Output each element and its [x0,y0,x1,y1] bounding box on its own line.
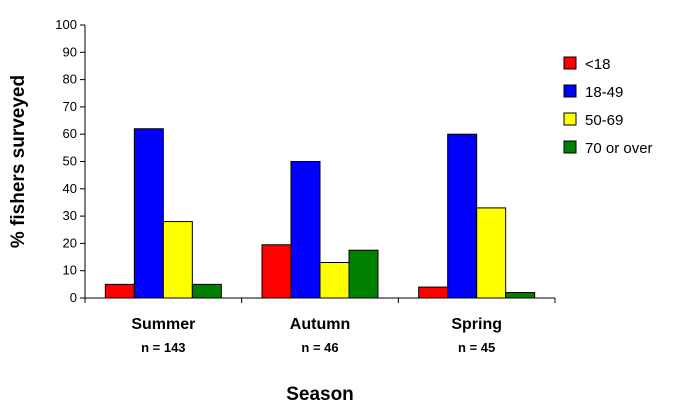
bar [133,128,164,299]
y-tick-label: 90 [63,44,77,59]
bar [104,283,135,299]
y-tick-label: 70 [63,99,77,114]
legend-label: <18 [585,56,610,73]
x-axis-title: Season [286,384,354,405]
y-tick-label: 100 [55,17,77,32]
y-axis-ticks: 0 10 20 30 40 50 60 70 80 90 100 [55,17,85,305]
bar [348,249,379,299]
category-labels: Summer n = 143 Autumn n = 46 Spring n = 45 [131,316,502,355]
bar [319,262,350,299]
x-axis-ticks [84,298,556,303]
bar [447,133,478,299]
y-tick-label: 30 [63,208,77,223]
category-label: Summer [131,316,195,333]
y-tick-label: 60 [63,126,77,141]
legend-swatch [563,84,577,98]
y-tick-label: 50 [63,154,77,169]
y-tick-label: 40 [63,181,77,196]
sample-size-label: n = 45 [458,340,495,355]
sample-size-label: n = 143 [141,340,185,355]
legend-swatch [563,140,577,154]
y-tick-label: 80 [63,72,77,87]
bar [191,283,222,299]
legend-label: 18-49 [585,84,623,101]
bar [290,161,321,299]
y-axis-title: % fishers surveyed [8,75,29,248]
legend-label: 50-69 [585,112,623,129]
y-tick-label: 20 [63,235,77,250]
bar [418,286,449,299]
category-label: Spring [451,316,502,333]
y-tick-label: 10 [63,263,77,278]
sample-size-label: n = 46 [301,340,338,355]
legend-swatch [563,112,577,126]
bars [104,128,536,299]
category-label: Autumn [290,316,350,333]
bar [162,221,193,299]
legend-label: 70 or over [585,140,653,157]
legend-swatch [563,56,577,70]
bar [261,244,292,299]
y-tick-label: 0 [70,290,77,305]
legend: <18 18-49 50-69 70 or over [563,56,653,157]
bar [505,292,536,299]
bar [476,207,507,299]
